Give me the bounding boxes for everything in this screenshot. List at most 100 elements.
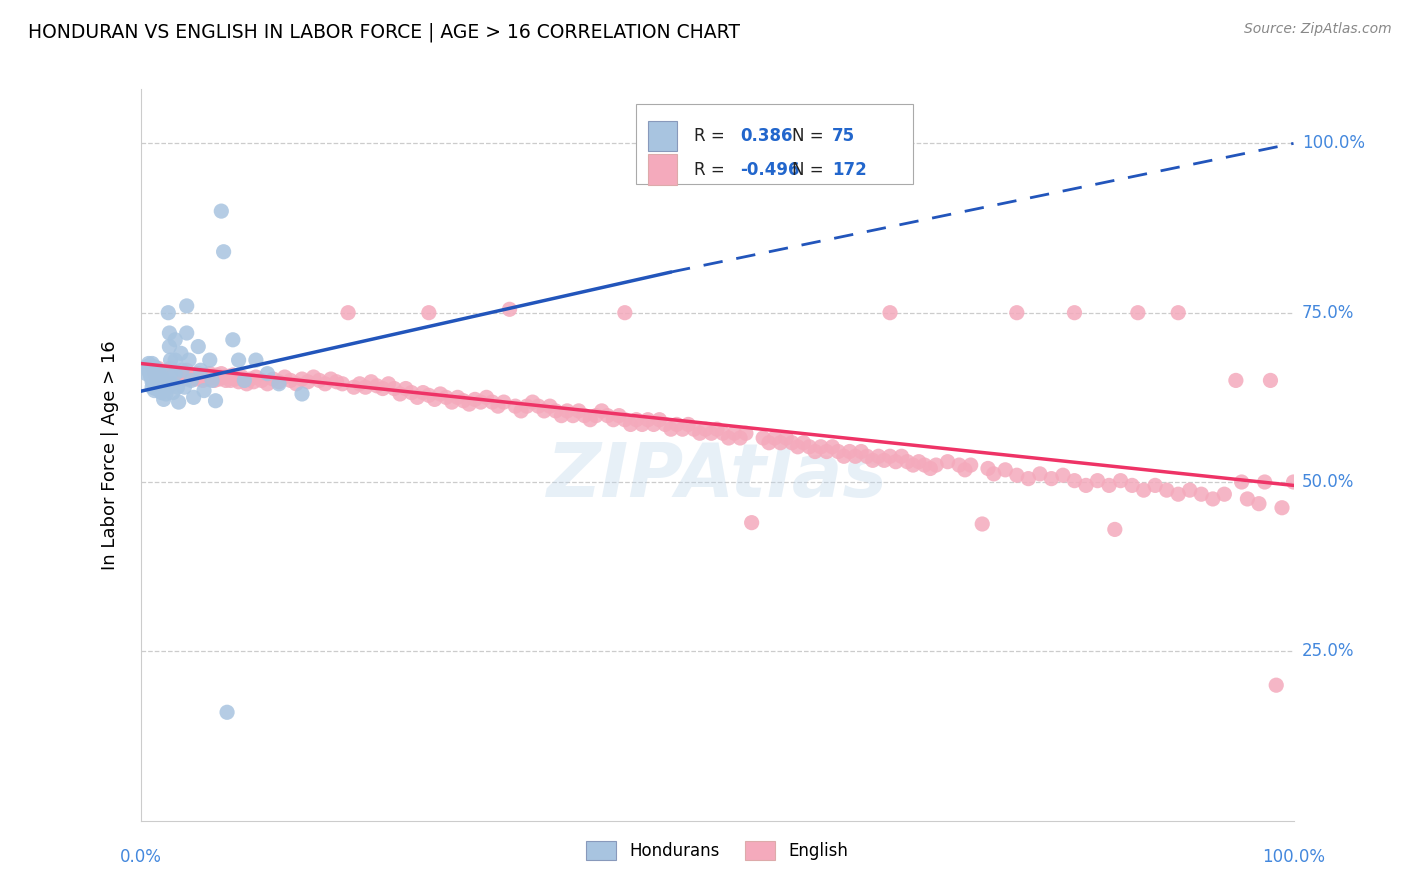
Point: [152, 372, 174, 386]
Point: [176, 363, 198, 377]
Text: 172: 172: [832, 161, 868, 178]
Text: ZIPAtlas: ZIPAtlas: [547, 441, 887, 514]
Point: [176, 326, 198, 340]
Point: [198, 367, 221, 381]
Point: [228, 375, 250, 389]
Point: [371, 382, 394, 396]
Point: [498, 302, 520, 317]
Point: [319, 372, 342, 386]
Point: [585, 409, 607, 423]
Point: [150, 385, 173, 400]
Point: [222, 368, 245, 382]
Point: [434, 390, 457, 404]
Point: [176, 299, 198, 313]
Point: [602, 413, 624, 427]
Point: [678, 417, 700, 432]
Point: [844, 450, 866, 464]
Point: [145, 382, 167, 396]
Point: [786, 440, 808, 454]
Point: [204, 393, 226, 408]
Point: [763, 431, 786, 445]
Point: [522, 395, 544, 409]
Point: [202, 373, 225, 387]
Point: [838, 444, 860, 458]
Point: [159, 361, 181, 376]
Point: [550, 409, 572, 423]
Point: [671, 422, 693, 436]
Point: [152, 375, 174, 389]
Point: [143, 376, 166, 391]
Point: [141, 367, 163, 381]
Point: [159, 340, 180, 354]
Point: [862, 453, 884, 467]
Point: [172, 363, 194, 377]
Point: [453, 393, 475, 408]
Point: [228, 353, 250, 368]
Point: [148, 367, 170, 381]
Point: [146, 361, 169, 376]
Point: [215, 373, 238, 387]
Point: [804, 444, 827, 458]
FancyBboxPatch shape: [648, 154, 676, 186]
Point: [231, 370, 253, 384]
Point: [291, 387, 314, 401]
Point: [150, 368, 173, 382]
Point: [1052, 468, 1074, 483]
Point: [607, 409, 630, 423]
Point: [267, 376, 290, 391]
Point: [157, 306, 180, 320]
Point: [156, 380, 179, 394]
Point: [274, 370, 297, 384]
Point: [205, 368, 228, 382]
Point: [706, 422, 728, 436]
Point: [177, 353, 200, 368]
Point: [224, 372, 246, 386]
Point: [152, 382, 174, 396]
Point: [700, 426, 723, 441]
Point: [406, 390, 429, 404]
Point: [1247, 497, 1270, 511]
Point: [165, 333, 187, 347]
Point: [366, 379, 388, 393]
Point: [242, 375, 264, 389]
Point: [395, 382, 418, 396]
Point: [711, 426, 734, 441]
Point: [155, 387, 177, 401]
Point: [152, 392, 174, 407]
Point: [475, 390, 498, 404]
Point: [447, 390, 470, 404]
Point: [314, 376, 336, 391]
Point: [492, 395, 515, 409]
Point: [1236, 491, 1258, 506]
Point: [1230, 475, 1253, 489]
Point: [141, 380, 163, 394]
Point: [1017, 472, 1039, 486]
Point: [665, 417, 688, 432]
Point: [1225, 373, 1247, 387]
Point: [180, 372, 202, 386]
Point: [162, 385, 184, 400]
Point: [139, 370, 162, 384]
Point: [637, 413, 659, 427]
Point: [464, 392, 486, 407]
Point: [1265, 678, 1288, 692]
Point: [217, 369, 239, 384]
Point: [166, 380, 188, 394]
Point: [145, 373, 167, 387]
Point: [155, 372, 177, 386]
Point: [184, 372, 207, 386]
Point: [256, 376, 278, 391]
Point: [868, 450, 890, 464]
Point: [879, 450, 901, 464]
Point: [173, 380, 195, 394]
Point: [159, 353, 181, 368]
Point: [159, 367, 181, 381]
Point: [149, 370, 172, 384]
Text: R =: R =: [695, 161, 724, 178]
Point: [198, 353, 221, 368]
Point: [574, 409, 596, 423]
Point: [212, 370, 235, 384]
Point: [856, 450, 879, 464]
Point: [1074, 478, 1097, 492]
Point: [631, 417, 654, 432]
